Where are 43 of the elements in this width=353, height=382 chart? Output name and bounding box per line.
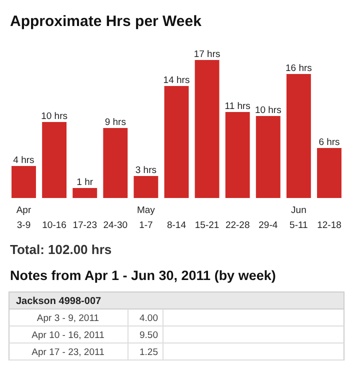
chart-title: Approximate Hrs per Week bbox=[10, 13, 202, 30]
data-label: 1 hr bbox=[76, 177, 94, 188]
x-tick-label: Apr 3-9 bbox=[16, 205, 32, 231]
x-tick-label: 12-18 bbox=[317, 220, 342, 231]
data-label: 10 hrs bbox=[41, 111, 68, 122]
data-label: 14 hrs bbox=[163, 75, 190, 86]
data-label: 11 hrs bbox=[224, 101, 251, 112]
x-tick-label: 15-21 bbox=[194, 220, 220, 231]
x-tick-label: 8-14 bbox=[166, 220, 186, 231]
x-tick-label: 22-28 bbox=[225, 220, 250, 231]
data-label: 17 hrs bbox=[194, 49, 220, 60]
x-tick-label: 24-30 bbox=[103, 220, 128, 231]
text: Jackson 4998-007 bbox=[16, 296, 102, 307]
x-tick-label: 17-23 bbox=[72, 220, 98, 231]
x-tick-label: 29-4 bbox=[258, 220, 278, 231]
data-label: 16 hrs bbox=[286, 63, 312, 74]
bar bbox=[103, 128, 128, 198]
text: 1.25 bbox=[140, 347, 158, 358]
text: Apr 10 - 16, 2011 bbox=[32, 330, 104, 341]
bar bbox=[194, 60, 220, 198]
text: Total: 102.00 hrs bbox=[10, 242, 112, 257]
text: 4.00 bbox=[140, 313, 158, 324]
bar bbox=[72, 188, 98, 198]
data-label: 3 hrs bbox=[135, 165, 157, 176]
x-tick-label: May 1-7 bbox=[136, 205, 156, 231]
bar bbox=[286, 74, 311, 198]
data-label: 10 hrs bbox=[254, 105, 282, 116]
text: Apr 3 - 9, 2011 bbox=[36, 313, 100, 324]
bar bbox=[164, 86, 189, 198]
x-tick-label: 10-16 bbox=[42, 220, 66, 231]
bar bbox=[42, 122, 67, 198]
text: 9.50 bbox=[140, 330, 158, 341]
data-label: 6 hrs bbox=[318, 137, 340, 148]
x-tick-label: Jun 5-11 bbox=[290, 205, 308, 231]
bar bbox=[134, 176, 158, 198]
text: Notes from Apr 1 - Jun 30, 2011 (by week) bbox=[10, 268, 276, 283]
bar bbox=[317, 148, 342, 198]
bar bbox=[225, 112, 250, 198]
bar bbox=[256, 116, 280, 198]
data-label: 4 hrs bbox=[13, 155, 35, 166]
bar bbox=[12, 166, 36, 198]
text: Apr 17 - 23, 2011 bbox=[32, 347, 104, 358]
data-label: 9 hrs bbox=[104, 117, 126, 128]
